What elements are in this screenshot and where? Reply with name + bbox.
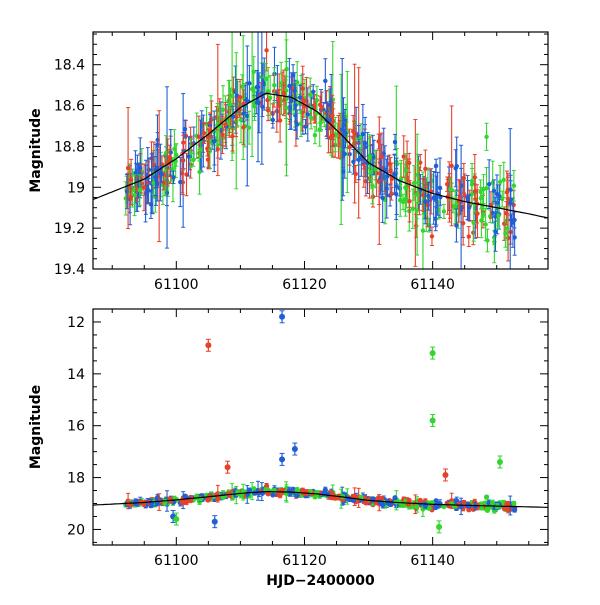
blue-data-point: [182, 494, 187, 499]
green-data-point: [484, 495, 489, 500]
green-data-point: [484, 123, 488, 150]
x-tick-label: 61100: [154, 553, 199, 569]
red-data-point: [264, 30, 268, 71]
y-tick-label: 19.4: [54, 262, 85, 278]
blue-data-point: [508, 129, 512, 278]
green-outlier-point: [430, 347, 436, 359]
green-data-point: [511, 501, 516, 506]
x-tick-label: 61120: [282, 553, 327, 569]
red-data-point: [376, 495, 381, 500]
green-data-point: [414, 504, 419, 509]
x-axis-title: HJD−2400000: [266, 573, 375, 589]
y-tick-label: 20: [67, 522, 85, 538]
x-tick-label: 61120: [282, 277, 327, 293]
green-data-point: [284, 40, 288, 176]
y-axis-title: Magnitude: [28, 108, 44, 192]
y-tick-label: 16: [67, 419, 85, 435]
x-tick-label: 61100: [154, 277, 199, 293]
blue-outlier-point: [212, 516, 218, 528]
top-panel: 61100 61120 61140 18.4 18.6 18.8 19 19.2 19.4 Mag…: [28, 12, 548, 293]
red-outlier-point: [442, 469, 448, 481]
blue-outlier-point: [292, 443, 298, 455]
y-tick-label: 14: [67, 367, 85, 383]
blue-data-point: [260, 23, 264, 165]
bottom-panel: 61100 61120 61140 12 14 16 18 20 Magnitude HJD−24…: [28, 309, 548, 589]
top-plot-area: [93, 12, 548, 289]
green-data-point: [442, 204, 446, 218]
y-tick-label: 18.8: [54, 139, 85, 155]
y-tick-label: 19: [67, 180, 85, 196]
green-data-point: [484, 168, 488, 210]
red-data-point: [418, 498, 423, 503]
blue-data-point: [392, 495, 397, 500]
y-axis-title: Magnitude: [28, 385, 44, 469]
green-outlier-point: [436, 521, 442, 533]
y-tick-label: 18: [67, 471, 85, 487]
y-tick-label: 18.4: [54, 58, 85, 74]
blue-outlier-point: [279, 453, 285, 465]
blue-data-point: [247, 66, 251, 102]
y-tick-label: 18.6: [54, 99, 85, 115]
red-data-point: [462, 163, 466, 192]
red-data-point: [467, 227, 471, 247]
y-tick-label: 12: [67, 315, 85, 331]
red-data-point: [407, 498, 412, 503]
green-data-point: [478, 180, 482, 204]
bottom-plot-area: [93, 311, 548, 533]
red-data-point: [347, 129, 351, 165]
x-tick-label: 61140: [410, 553, 455, 569]
blue-data-point: [252, 491, 257, 496]
blue-data-point: [256, 12, 260, 161]
red-outlier-point: [225, 461, 231, 473]
green-data-point: [250, 22, 254, 157]
y-tick-label: 19.2: [54, 221, 85, 237]
x-tick-label: 61140: [410, 277, 455, 293]
blue-outlier-point: [279, 311, 285, 323]
red-outlier-point: [205, 339, 211, 351]
green-data-point: [309, 107, 313, 129]
blue-data-point: [165, 87, 169, 248]
blue-data-point: [512, 507, 517, 512]
green-outlier-point: [497, 456, 503, 468]
top-axis-frame: [93, 32, 548, 269]
red-data-point: [363, 500, 368, 505]
green-data-point: [449, 501, 454, 506]
green-outlier-point: [430, 415, 436, 427]
red-data-point: [215, 496, 220, 501]
green-data-point: [400, 503, 405, 508]
blue-data-point: [270, 492, 275, 497]
